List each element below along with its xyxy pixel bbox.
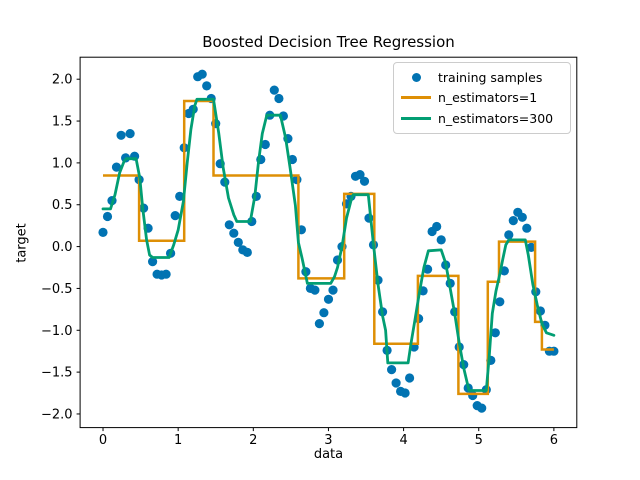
legend-swatch bbox=[401, 96, 431, 100]
scatter-point bbox=[98, 227, 108, 237]
scatter-point bbox=[197, 69, 207, 79]
scatter-point bbox=[170, 211, 180, 221]
scatter-point bbox=[436, 235, 446, 245]
chart-title: Boosted Decision Tree Regression bbox=[202, 33, 455, 51]
y-tick-label: 2.0 bbox=[52, 73, 73, 88]
scatter-point bbox=[319, 308, 329, 318]
x-tick-label: 2 bbox=[249, 433, 257, 448]
scatter-point bbox=[233, 237, 243, 247]
x-tick-label: 6 bbox=[550, 433, 558, 448]
y-tick-label: 1.5 bbox=[52, 115, 73, 130]
x-axis-label: data bbox=[313, 447, 344, 462]
scatter-point bbox=[328, 285, 338, 295]
scatter-point bbox=[260, 139, 270, 150]
scatter-point bbox=[269, 85, 279, 95]
n-estimators-300-line bbox=[101, 97, 556, 392]
scatter-point bbox=[359, 176, 370, 186]
x-tick-label: 4 bbox=[399, 433, 407, 448]
scatter-point bbox=[468, 390, 478, 401]
scatter-point bbox=[175, 191, 185, 201]
scatter-point bbox=[477, 403, 487, 413]
scatter-point bbox=[400, 388, 410, 398]
scatter-point bbox=[391, 378, 401, 388]
legend-line-marker-icon bbox=[400, 116, 432, 120]
scatter-point bbox=[202, 81, 212, 91]
scatter-point bbox=[549, 346, 559, 356]
scatter-point bbox=[405, 373, 415, 383]
y-axis-label: target bbox=[14, 223, 30, 263]
legend-label: training samples bbox=[438, 69, 543, 85]
scatter-point bbox=[310, 285, 320, 295]
legend-dot-marker-icon bbox=[400, 72, 432, 82]
scatter-point bbox=[148, 257, 158, 267]
legend-item: n_estimators=300 bbox=[400, 108, 564, 129]
legend-label: n_estimators=300 bbox=[438, 110, 554, 126]
scatter-point bbox=[242, 247, 252, 257]
legend-item: n_estimators=1 bbox=[400, 88, 564, 109]
x-tick-label: 1 bbox=[174, 433, 182, 448]
legend: training samples n_estimators=1 n_estimato… bbox=[393, 62, 571, 134]
x-tick-label: 0 bbox=[99, 433, 107, 448]
x-tick-label: 3 bbox=[324, 433, 332, 448]
scatter-point bbox=[274, 93, 284, 104]
scatter-point bbox=[504, 230, 514, 240]
legend-swatch bbox=[411, 72, 421, 82]
scatter-point bbox=[355, 170, 365, 180]
scatter-point bbox=[508, 216, 518, 226]
scatter-point bbox=[432, 221, 442, 232]
scatter-point bbox=[522, 223, 532, 233]
scatter-point bbox=[116, 130, 126, 140]
legend-item: training samples bbox=[400, 67, 564, 88]
y-tick-label: 0.0 bbox=[52, 240, 73, 255]
scatter-point bbox=[387, 365, 397, 375]
y-tick-label: −0.5 bbox=[41, 282, 73, 297]
scatter-point bbox=[224, 220, 234, 230]
legend-label: n_estimators=1 bbox=[438, 90, 538, 106]
y-tick-label: −1.5 bbox=[41, 366, 73, 381]
scatter-point bbox=[125, 129, 135, 139]
n-estimators-1-step-line bbox=[103, 99, 554, 396]
y-tick-label: 1.0 bbox=[52, 156, 73, 171]
scatter-point bbox=[161, 269, 171, 279]
scatter-point bbox=[490, 328, 500, 338]
legend-swatch bbox=[401, 116, 431, 120]
scatter-point bbox=[517, 212, 527, 222]
y-tick-label: −2.0 bbox=[41, 407, 73, 422]
scatter-point bbox=[229, 228, 239, 238]
scatter-point bbox=[495, 297, 505, 307]
scatter-point bbox=[526, 242, 536, 252]
scatter-point bbox=[323, 294, 334, 304]
scatter-point bbox=[111, 162, 122, 172]
scatter-point bbox=[102, 211, 113, 222]
y-tick-label: −1.0 bbox=[41, 324, 73, 339]
y-tick-label: 0.5 bbox=[52, 198, 73, 213]
x-tick-label: 5 bbox=[475, 433, 483, 448]
legend-line-marker-icon bbox=[400, 96, 432, 100]
scatter-point bbox=[314, 319, 324, 329]
